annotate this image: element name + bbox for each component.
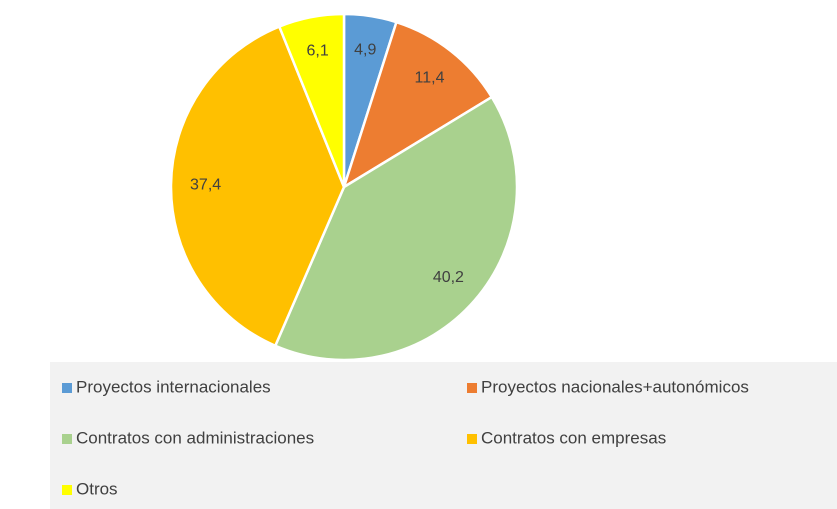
data-label: 11,4 xyxy=(415,69,445,86)
legend-label: Contratos con administraciones xyxy=(76,428,314,447)
pie-slice xyxy=(273,95,519,362)
legend-label: Proyectos internacionales xyxy=(76,377,271,396)
legend-swatch xyxy=(62,485,72,495)
legend-label: Proyectos nacionales+autonómicos xyxy=(481,377,749,396)
data-label: 4,9 xyxy=(354,41,376,58)
legend-swatch xyxy=(467,434,477,444)
pie-slice xyxy=(277,12,346,188)
pie-slice xyxy=(341,20,494,190)
legend-swatch xyxy=(62,434,72,444)
data-label: 6,1 xyxy=(307,42,329,59)
legend-swatch xyxy=(62,383,72,393)
legend-background xyxy=(50,362,837,509)
legend-swatch xyxy=(467,383,477,393)
data-label: 40,2 xyxy=(433,269,464,286)
pie-slice xyxy=(169,24,346,348)
data-label: 37,4 xyxy=(190,176,221,193)
legend-label: Contratos con empresas xyxy=(481,428,666,447)
legend-label: Otros xyxy=(76,479,118,498)
